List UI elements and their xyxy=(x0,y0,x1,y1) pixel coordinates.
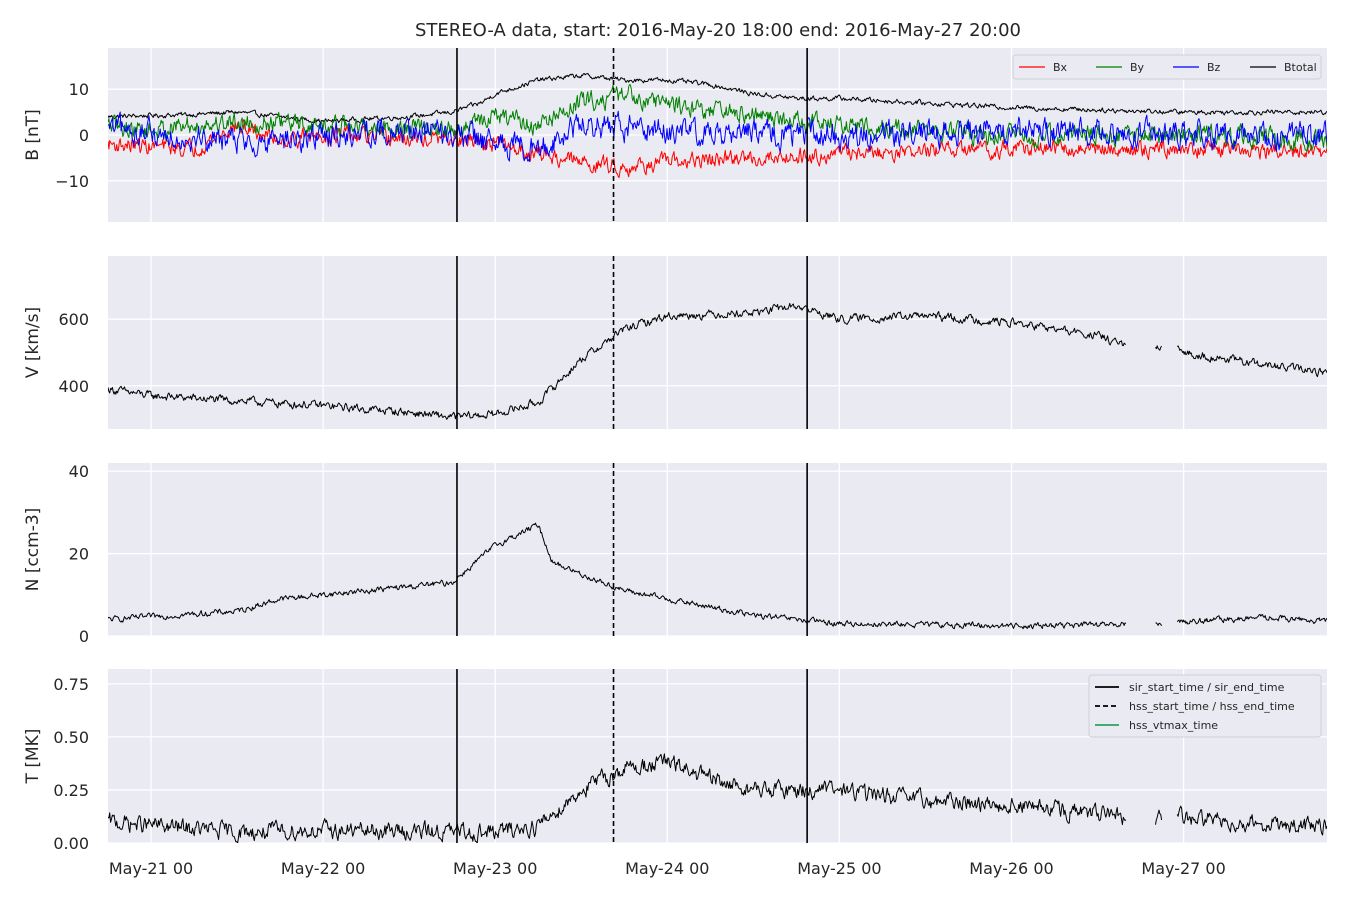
legend-box xyxy=(1088,674,1322,738)
y-tick-label: 40 xyxy=(69,462,89,481)
plot-background xyxy=(108,256,1327,429)
legend-label-btotal: Btotal xyxy=(1284,61,1317,74)
x-tick-label: May-22 00 xyxy=(281,859,365,878)
legend-label-bz: Bz xyxy=(1207,61,1221,74)
legend-b: Bx By Bz Btotal xyxy=(1012,54,1322,80)
legend-events: sir_start_time / sir_end_time hss_start_t… xyxy=(1088,674,1322,738)
chart-title: STEREO-A data, start: 2016-May-20 18:00 … xyxy=(415,20,1021,41)
y-tick-label: 0.25 xyxy=(53,781,89,800)
x-tick-label: May-23 00 xyxy=(453,859,537,878)
y-tick-label: 20 xyxy=(69,545,89,564)
panel-N: 40 20 0 N [ccm-3] xyxy=(23,462,1327,646)
y-axis-label: V [km/s] xyxy=(23,307,43,378)
y-tick-label: 600 xyxy=(58,310,89,329)
legend-label: sir_start_time / sir_end_time xyxy=(1129,681,1285,694)
panel-V: 600 400 V [km/s] xyxy=(23,256,1327,429)
x-tick-label: May-24 00 xyxy=(625,859,709,878)
x-tick-label: May-25 00 xyxy=(797,859,881,878)
legend-label-by: By xyxy=(1130,61,1145,74)
y-tick-label: 0 xyxy=(79,126,89,145)
series-v xyxy=(108,302,1327,420)
x-tick-label: May-21 00 xyxy=(109,859,193,878)
y-axis-label: N [ccm-3] xyxy=(23,508,43,592)
plot-background xyxy=(108,463,1327,636)
y-tick-label: 0.00 xyxy=(53,834,89,853)
series-btotal xyxy=(108,72,1327,124)
y-axis-label: B [nT] xyxy=(23,109,43,161)
legend-label: hss_vtmax_time xyxy=(1129,719,1218,732)
y-tick-label: −10 xyxy=(55,172,89,191)
panel-B: 10 0 −10 B [nT] Bx By Bz Btotal xyxy=(23,48,1327,222)
series-n xyxy=(108,522,1327,630)
series-bz xyxy=(108,110,1327,162)
x-tick-label: May-26 00 xyxy=(969,859,1053,878)
y-tick-label: 400 xyxy=(58,377,89,396)
y-axis-label: T [MK] xyxy=(23,729,43,785)
legend-label: hss_start_time / hss_end_time xyxy=(1129,700,1295,713)
legend-label-bx: Bx xyxy=(1053,61,1068,74)
series-t xyxy=(108,753,1327,843)
y-tick-label: 10 xyxy=(69,80,89,99)
y-tick-label: 0 xyxy=(79,627,89,646)
x-tick-label: May-27 00 xyxy=(1141,859,1225,878)
legend-box xyxy=(1012,54,1322,80)
y-tick-label: 0.75 xyxy=(53,675,89,694)
panel-T: 0.75 0.50 0.25 0.00 T [MK] sir_start_time / s… xyxy=(23,669,1327,853)
y-tick-label: 0.50 xyxy=(53,728,89,747)
